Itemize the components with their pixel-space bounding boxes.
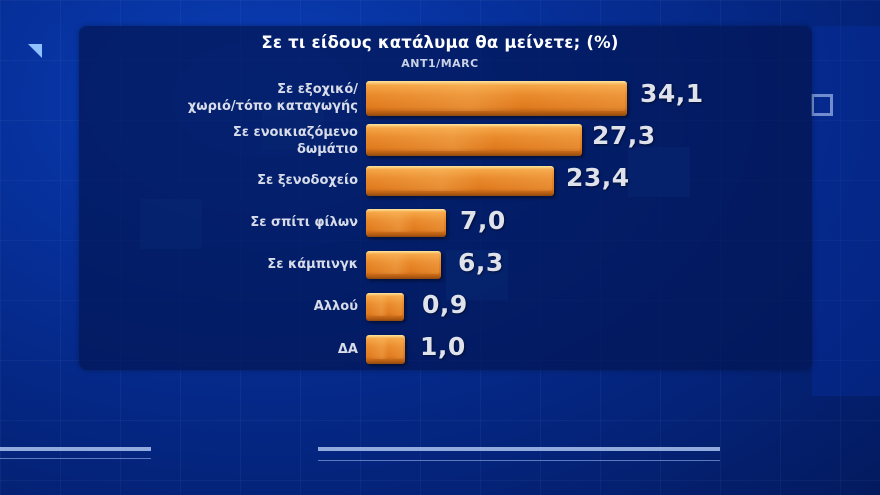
outline-square-icon — [811, 94, 833, 116]
bar-label: Αλλού — [313, 299, 358, 314]
bar — [366, 335, 405, 364]
bar — [366, 124, 582, 156]
bar-value: 6,3 — [458, 248, 504, 277]
bar-label: Σε εξοχικό/ χωριό/τόπο καταγωγής — [187, 82, 358, 114]
decor-square — [812, 26, 880, 396]
bar-label: Σε ξενοδοχείο — [257, 173, 358, 188]
bar-label: Σε ενοικιαζόμενο δωμάτιο — [232, 125, 358, 157]
chart-source: ANT1/MARC — [401, 57, 479, 70]
bar-value: 7,0 — [460, 206, 506, 235]
bar-value: 1,0 — [420, 332, 466, 361]
bar-label: Σε σπίτι φίλων — [250, 215, 358, 230]
bar — [366, 209, 446, 237]
decor-line — [318, 460, 720, 461]
bar — [366, 166, 554, 196]
bar-value: 34,1 — [640, 79, 704, 108]
bar-label: Σε κάμπινγκ — [267, 257, 358, 272]
bar — [366, 251, 441, 279]
bar-value: 27,3 — [592, 121, 656, 150]
bar-label: ΔΑ — [337, 342, 358, 357]
decor-line — [318, 447, 720, 451]
decor-line — [0, 447, 151, 451]
bar — [366, 81, 627, 116]
decor-line — [0, 458, 151, 459]
bar — [366, 293, 404, 321]
chart-title: Σε τι είδους κατάλυμα θα μείνετε; (%) — [261, 33, 619, 52]
bar-value: 0,9 — [422, 290, 468, 319]
corner-triangle-icon — [28, 44, 42, 58]
bar-value: 23,4 — [566, 163, 630, 192]
